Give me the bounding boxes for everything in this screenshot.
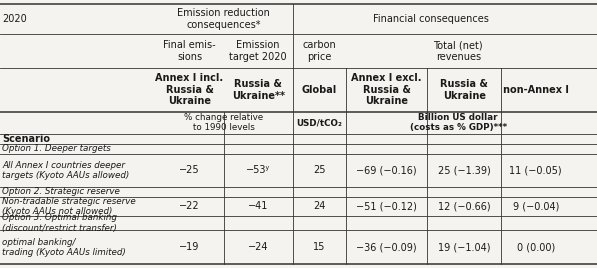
Text: Option 1. Deeper targets: Option 1. Deeper targets bbox=[2, 144, 111, 154]
Text: Russia &
Ukraine**: Russia & Ukraine** bbox=[232, 79, 285, 100]
Text: −53ʸ: −53ʸ bbox=[246, 165, 270, 176]
Text: −36 (−0.09): −36 (−0.09) bbox=[356, 242, 417, 252]
Text: 0 (0.00): 0 (0.00) bbox=[516, 242, 555, 252]
Text: 11 (−0.05): 11 (−0.05) bbox=[509, 165, 562, 176]
Text: Non-tradable strategic reserve
(Kyoto AAUs not allowed): Non-tradable strategic reserve (Kyoto AA… bbox=[2, 197, 136, 216]
Text: Russia &
Ukraine: Russia & Ukraine bbox=[440, 79, 488, 100]
Text: % change relative
to 1990 levels: % change relative to 1990 levels bbox=[184, 113, 263, 132]
Text: Final emis-
sions: Final emis- sions bbox=[163, 40, 216, 62]
Text: 9 (−0.04): 9 (−0.04) bbox=[513, 201, 559, 211]
Text: −19: −19 bbox=[179, 242, 200, 252]
Text: Scenario: Scenario bbox=[2, 134, 50, 144]
Text: Option 3. Optimal banking
(discount/restrict transfer): Option 3. Optimal banking (discount/rest… bbox=[2, 213, 117, 233]
Text: 24: 24 bbox=[313, 201, 325, 211]
Text: −25: −25 bbox=[179, 165, 200, 176]
Text: Emission
target 2020: Emission target 2020 bbox=[229, 40, 287, 62]
Text: −24: −24 bbox=[248, 242, 269, 252]
Text: 25 (−1.39): 25 (−1.39) bbox=[438, 165, 491, 176]
Text: Global: Global bbox=[301, 85, 337, 95]
Text: −69 (−0.16): −69 (−0.16) bbox=[356, 165, 417, 176]
Text: 15: 15 bbox=[313, 242, 325, 252]
Text: 19 (−1.04): 19 (−1.04) bbox=[438, 242, 490, 252]
Text: carbon
price: carbon price bbox=[303, 40, 336, 62]
Text: Total (net)
revenues: Total (net) revenues bbox=[433, 40, 483, 62]
Text: Billion US dollar
(costs as % GDP)***: Billion US dollar (costs as % GDP)*** bbox=[410, 113, 507, 132]
Text: 2020: 2020 bbox=[2, 14, 27, 24]
Text: −41: −41 bbox=[248, 201, 269, 211]
Text: Annex I excl.
Russia &
Ukraine: Annex I excl. Russia & Ukraine bbox=[351, 73, 422, 106]
Text: 12 (−0.66): 12 (−0.66) bbox=[438, 201, 491, 211]
Text: Financial consequences: Financial consequences bbox=[373, 14, 490, 24]
Text: 25: 25 bbox=[313, 165, 325, 176]
Text: −51 (−0.12): −51 (−0.12) bbox=[356, 201, 417, 211]
Text: Annex I incl.
Russia &
Ukraine: Annex I incl. Russia & Ukraine bbox=[155, 73, 224, 106]
Text: Emission reduction
consequences*: Emission reduction consequences* bbox=[177, 8, 270, 30]
Text: optimal banking/
trading (Kyoto AAUs limited): optimal banking/ trading (Kyoto AAUs lim… bbox=[2, 237, 126, 257]
Text: USD/tCO₂: USD/tCO₂ bbox=[297, 118, 342, 127]
Text: Option 2. Strategic reserve: Option 2. Strategic reserve bbox=[2, 188, 120, 196]
Text: non-Annex I: non-Annex I bbox=[503, 85, 569, 95]
Text: All Annex I countries deeper
targets (Kyoto AAUs allowed): All Annex I countries deeper targets (Ky… bbox=[2, 161, 130, 180]
Text: −22: −22 bbox=[179, 201, 200, 211]
